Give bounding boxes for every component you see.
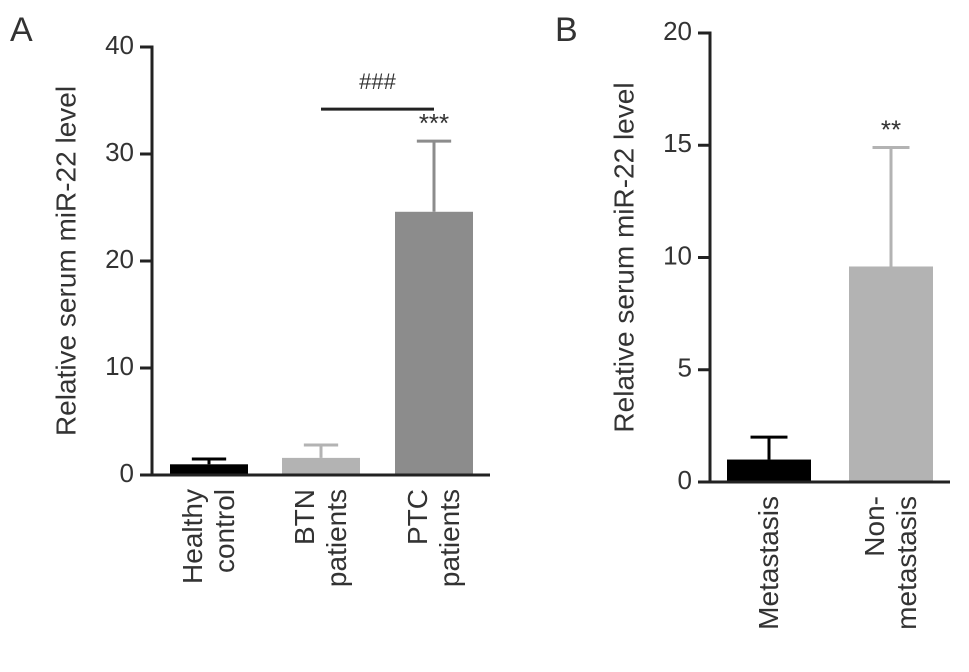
x-tick-text: PTC patients xyxy=(402,489,465,588)
panel-label: A xyxy=(10,11,33,49)
x-tick-text: Metastasis xyxy=(753,496,784,630)
comparison-label: ### xyxy=(359,69,396,94)
x-tick-label: BTN patients xyxy=(285,489,357,634)
bar xyxy=(282,457,360,475)
bar xyxy=(727,459,811,482)
y-tick-label: 10 xyxy=(663,240,692,270)
y-tick-label: 15 xyxy=(663,128,692,158)
bar xyxy=(170,464,248,475)
bar xyxy=(395,211,473,475)
bar xyxy=(849,266,933,482)
y-tick-label: 20 xyxy=(105,244,134,274)
y-axis-title: Relative serum miR-22 level xyxy=(608,82,639,432)
y-tick-label: 20 xyxy=(663,16,692,46)
significance-label: *** xyxy=(419,108,449,138)
x-tick-label: Metastasis xyxy=(733,496,805,641)
x-tick-label: PTC patients xyxy=(398,489,470,634)
significance-label: ** xyxy=(881,114,901,144)
x-tick-label: Healthy control xyxy=(173,489,245,634)
y-tick-label: 30 xyxy=(105,137,134,167)
y-tick-label: 5 xyxy=(678,353,692,383)
x-tick-text: BTN patients xyxy=(289,489,352,588)
y-axis-title: Relative serum miR-22 level xyxy=(50,86,81,436)
y-tick-label: 40 xyxy=(105,30,134,60)
y-tick-label: 0 xyxy=(120,458,134,488)
panel-label: B xyxy=(555,11,578,49)
x-tick-text: Healthy control xyxy=(177,489,240,584)
y-tick-label: 0 xyxy=(678,465,692,495)
x-tick-text: Non-metastasis xyxy=(859,496,922,630)
y-tick-label: 10 xyxy=(105,351,134,381)
x-tick-label: Non-metastasis xyxy=(855,496,927,641)
